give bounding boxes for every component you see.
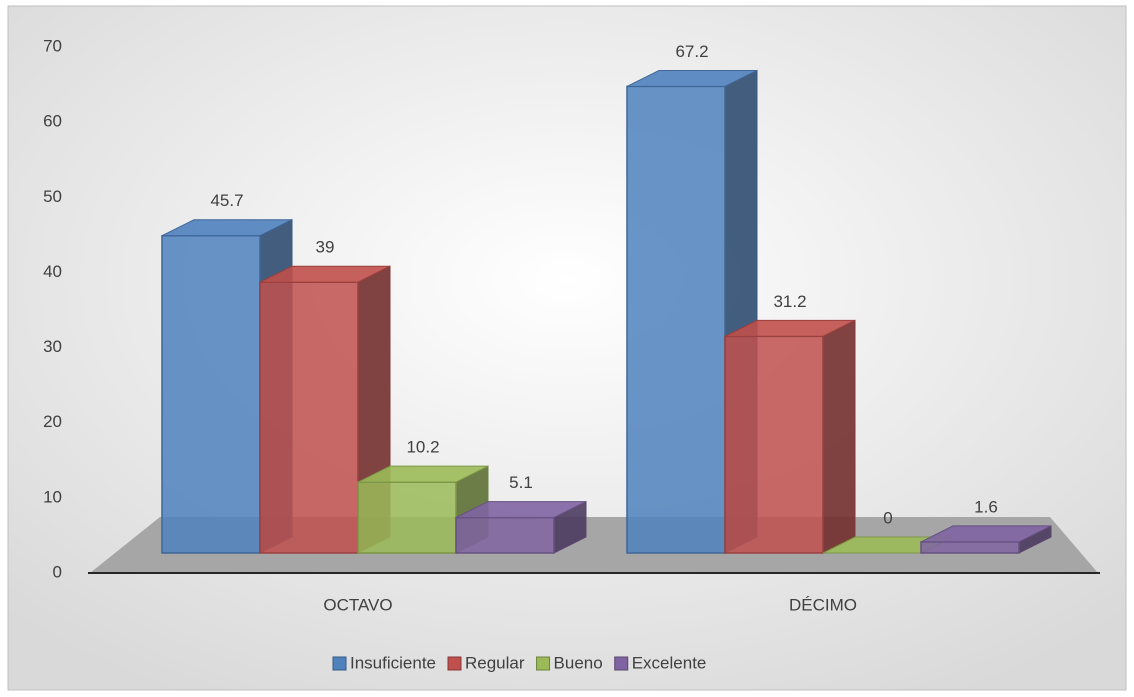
bar-top <box>357 465 489 483</box>
y-tick-label: 60 <box>43 112 62 131</box>
legend-swatch <box>536 656 551 671</box>
y-tick-label: 10 <box>43 487 62 506</box>
bar-top <box>259 265 391 283</box>
x-tick-label: OCTAVO <box>323 595 392 614</box>
x-tick-label: DÉCIMO <box>789 595 857 614</box>
legend-label: Bueno <box>554 653 603 672</box>
legend-swatch <box>614 656 629 671</box>
legend-swatch <box>447 656 462 671</box>
y-tick-label: 70 <box>43 36 62 55</box>
bar-top <box>161 219 293 237</box>
bar-side <box>822 319 856 554</box>
legend: Insuficiente Regular Bueno Excelente <box>332 653 707 672</box>
legend-label: Excelente <box>632 653 707 672</box>
bar-top <box>920 525 1052 543</box>
data-label: 67.2 <box>675 42 708 61</box>
y-tick-label: 30 <box>43 337 62 356</box>
data-label: 31.2 <box>773 292 806 311</box>
data-label: 5.1 <box>509 473 533 492</box>
plot: 45.7 39 10.2 5.1 67.2 31.2 0 1.6 <box>161 42 1052 554</box>
y-tick-label: 40 <box>43 262 62 281</box>
bar-front <box>920 541 1020 554</box>
y-tick-label: 20 <box>43 412 62 431</box>
bar-top <box>724 319 856 337</box>
bar-front <box>357 481 457 554</box>
legend-label: Insuficiente <box>350 653 436 672</box>
bar <box>920 525 1052 554</box>
bar-front <box>455 516 555 554</box>
bar <box>357 465 489 554</box>
bar-front <box>259 281 359 554</box>
bar-front <box>724 335 824 554</box>
y-tick-label: 0 <box>53 562 62 581</box>
bar <box>724 319 856 554</box>
legend-label: Regular <box>465 653 525 672</box>
data-label: 45.7 <box>210 191 243 210</box>
bar-front <box>161 234 261 554</box>
bar-top <box>455 501 587 519</box>
y-tick-label: 50 <box>43 187 62 206</box>
bar-front <box>626 85 726 554</box>
data-label: 0 <box>883 508 892 527</box>
bar-top <box>626 69 758 87</box>
bar <box>259 265 391 554</box>
data-label: 1.6 <box>974 497 998 516</box>
legend-swatch <box>332 656 347 671</box>
data-label: 10.2 <box>406 438 439 457</box>
data-label: 39 <box>316 238 335 257</box>
bar <box>455 500 587 554</box>
